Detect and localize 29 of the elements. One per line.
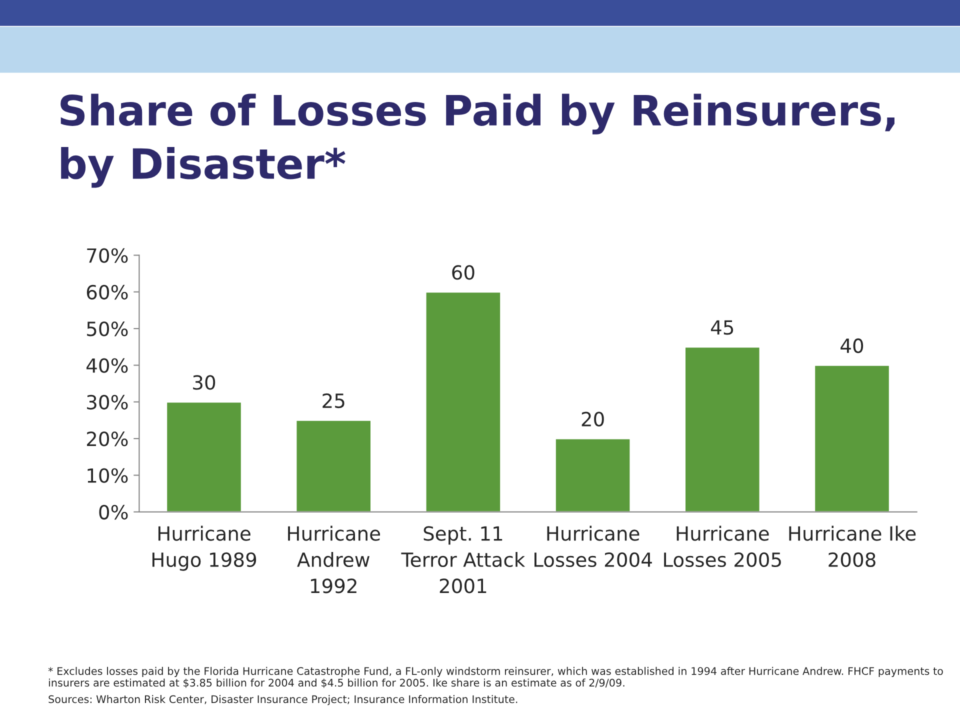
- y-tick-label: 60%: [86, 284, 128, 300]
- chart-title: Share of Losses Paid by Reinsurers, by Disaster*: [60, 94, 894, 188]
- y-tick-label: 10%: [88, 468, 128, 483]
- x-tick-label: Hurricane Losses 2005: [664, 526, 781, 568]
- x-tick-label: Sept. 11 Terror Attack 2001: [401, 526, 526, 594]
- data-label: 45: [710, 320, 734, 335]
- x-tick-label: Hurricane Losses 2004: [534, 526, 652, 568]
- data-label: 25: [322, 393, 344, 408]
- bar: [166, 401, 242, 512]
- y-tick-label: 50%: [87, 322, 128, 336]
- bar: [684, 346, 761, 512]
- x-tick-label: Hurricane Hugo 1989: [152, 526, 256, 571]
- text: * Excludes losses paid by the Florida Hurricane Catastrophe Fund, a FL-only windstorm reinsurer, which was established in 1994 after Hurricane Andrew. FHCF payments to insurers are estimated at $3.85 billion for 2004 and $4.5 billion for 2005. Ike share is an estimate as of 2/9/09.: [48, 666, 943, 688]
- data-label: 40: [840, 338, 864, 354]
- bar: [295, 420, 372, 512]
- bar: [424, 291, 502, 512]
- y-tick-label: 0%: [99, 504, 128, 520]
- y-tick-label: 30%: [87, 394, 128, 410]
- data-label: 20: [582, 412, 604, 426]
- data-label: 30: [193, 375, 216, 390]
- y-tick-label: 40%: [86, 358, 128, 373]
- bar: [554, 438, 632, 512]
- y-tick-label: 20%: [86, 432, 128, 446]
- x-tick-label: Hurricane Ike 2008: [789, 526, 916, 568]
- x-tick-label: Hurricane Andrew 1992: [288, 526, 380, 594]
- y-tick-label: 70%: [87, 248, 128, 263]
- source-note: Sources: Wharton Risk Center, Disaster Insurance Project; Insurance Information Institute.: [48, 695, 518, 706]
- bar: [814, 364, 890, 512]
- data-label: 60: [452, 265, 474, 280]
